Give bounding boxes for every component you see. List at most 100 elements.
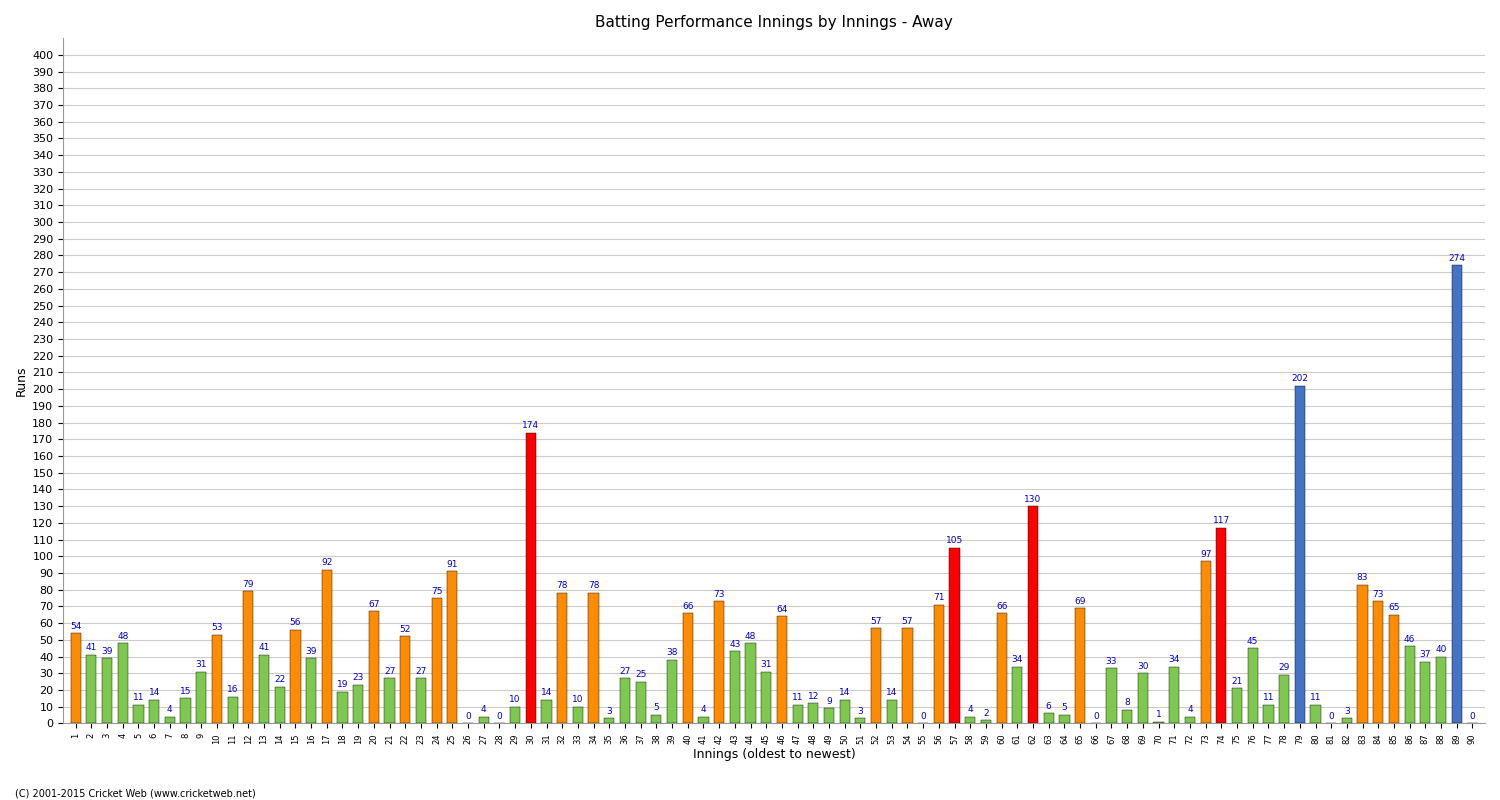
Text: 5: 5 bbox=[654, 703, 658, 713]
Bar bbox=[1372, 602, 1383, 723]
Text: 38: 38 bbox=[666, 648, 678, 658]
Text: 10: 10 bbox=[572, 695, 584, 704]
Text: 53: 53 bbox=[211, 623, 222, 632]
Text: 66: 66 bbox=[996, 602, 1008, 610]
Bar bbox=[291, 630, 300, 723]
Bar bbox=[416, 678, 426, 723]
Text: 57: 57 bbox=[902, 617, 914, 626]
Bar bbox=[714, 602, 724, 723]
Y-axis label: Runs: Runs bbox=[15, 366, 28, 396]
Text: 41: 41 bbox=[258, 643, 270, 652]
Text: 48: 48 bbox=[746, 632, 756, 641]
Bar bbox=[950, 548, 960, 723]
Text: 5: 5 bbox=[1062, 703, 1068, 713]
Text: 9: 9 bbox=[827, 697, 833, 706]
Bar bbox=[260, 655, 268, 723]
Bar bbox=[996, 613, 1006, 723]
Text: 14: 14 bbox=[542, 689, 552, 698]
Text: 78: 78 bbox=[556, 582, 568, 590]
Text: 48: 48 bbox=[117, 632, 129, 641]
Text: 15: 15 bbox=[180, 686, 192, 696]
Text: 11: 11 bbox=[1263, 694, 1274, 702]
Bar bbox=[1168, 666, 1179, 723]
Text: 39: 39 bbox=[306, 646, 316, 656]
Text: 57: 57 bbox=[870, 617, 882, 626]
Bar bbox=[542, 700, 552, 723]
Bar bbox=[274, 686, 285, 723]
Text: 14: 14 bbox=[886, 689, 897, 698]
Text: 92: 92 bbox=[321, 558, 333, 567]
Bar bbox=[400, 637, 411, 723]
Text: 25: 25 bbox=[634, 670, 646, 679]
Bar bbox=[1044, 714, 1054, 723]
Text: 75: 75 bbox=[430, 586, 442, 595]
Bar bbox=[1059, 715, 1070, 723]
Text: 27: 27 bbox=[416, 666, 426, 676]
Bar bbox=[134, 705, 144, 723]
Text: 16: 16 bbox=[226, 685, 238, 694]
Bar bbox=[934, 605, 944, 723]
Text: 174: 174 bbox=[522, 421, 540, 430]
Bar bbox=[886, 700, 897, 723]
Bar bbox=[211, 634, 222, 723]
Text: 4: 4 bbox=[968, 705, 974, 714]
Bar bbox=[1280, 675, 1288, 723]
Text: 64: 64 bbox=[776, 605, 788, 614]
Bar bbox=[70, 633, 81, 723]
Text: (C) 2001-2015 Cricket Web (www.cricketweb.net): (C) 2001-2015 Cricket Web (www.cricketwe… bbox=[15, 788, 255, 798]
Bar bbox=[447, 571, 458, 723]
Text: 65: 65 bbox=[1388, 603, 1400, 612]
Text: 22: 22 bbox=[274, 675, 285, 684]
Text: 14: 14 bbox=[148, 689, 160, 698]
Text: 0: 0 bbox=[1329, 712, 1334, 721]
Text: 56: 56 bbox=[290, 618, 302, 627]
Bar bbox=[682, 613, 693, 723]
Bar bbox=[1420, 662, 1431, 723]
Text: 1: 1 bbox=[1155, 710, 1161, 719]
X-axis label: Innings (oldest to newest): Innings (oldest to newest) bbox=[693, 748, 855, 761]
Text: 39: 39 bbox=[102, 646, 112, 656]
Text: 4: 4 bbox=[166, 705, 172, 714]
Bar bbox=[808, 703, 819, 723]
Bar bbox=[699, 717, 708, 723]
Text: 33: 33 bbox=[1106, 657, 1118, 666]
Text: 34: 34 bbox=[1168, 655, 1180, 664]
Bar bbox=[792, 705, 802, 723]
Text: 67: 67 bbox=[368, 600, 380, 609]
Bar bbox=[903, 628, 912, 723]
Bar bbox=[760, 671, 771, 723]
Bar bbox=[729, 651, 740, 723]
Text: 12: 12 bbox=[807, 692, 819, 701]
Bar bbox=[620, 678, 630, 723]
Bar bbox=[981, 720, 992, 723]
Bar bbox=[1342, 718, 1352, 723]
Text: 71: 71 bbox=[933, 593, 945, 602]
Bar bbox=[228, 697, 237, 723]
Text: 3: 3 bbox=[1344, 707, 1350, 716]
Bar bbox=[321, 570, 332, 723]
Text: 23: 23 bbox=[352, 674, 364, 682]
Bar bbox=[855, 718, 865, 723]
Bar bbox=[165, 717, 176, 723]
Bar bbox=[1358, 585, 1368, 723]
Text: 11: 11 bbox=[1310, 694, 1322, 702]
Text: 3: 3 bbox=[858, 707, 864, 716]
Bar bbox=[1436, 657, 1446, 723]
Text: 43: 43 bbox=[729, 640, 741, 649]
Bar bbox=[1154, 722, 1164, 723]
Bar bbox=[352, 685, 363, 723]
Text: 21: 21 bbox=[1232, 677, 1242, 686]
Text: 37: 37 bbox=[1419, 650, 1431, 659]
Text: 31: 31 bbox=[760, 660, 772, 669]
Bar bbox=[510, 706, 520, 723]
Bar bbox=[1200, 562, 1210, 723]
Bar bbox=[243, 591, 254, 723]
Bar bbox=[1232, 688, 1242, 723]
Bar bbox=[1248, 648, 1258, 723]
Text: 30: 30 bbox=[1137, 662, 1149, 670]
Text: 69: 69 bbox=[1074, 597, 1086, 606]
Text: 52: 52 bbox=[399, 625, 411, 634]
Bar bbox=[384, 678, 394, 723]
Text: 3: 3 bbox=[606, 707, 612, 716]
Text: 0: 0 bbox=[496, 712, 502, 721]
